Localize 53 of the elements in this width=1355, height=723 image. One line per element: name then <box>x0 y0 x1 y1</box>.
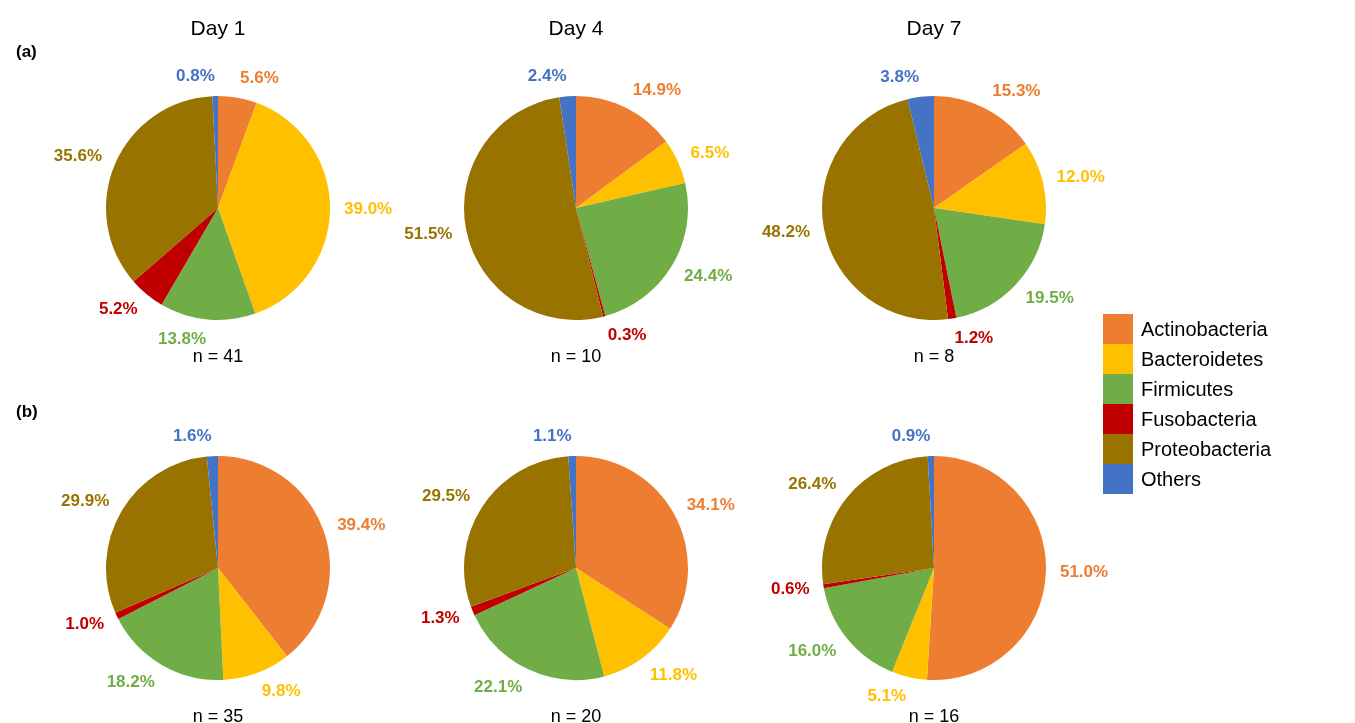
data-label: 51.0% <box>1059 561 1109 581</box>
legend-label: Fusobacteria <box>1141 407 1257 431</box>
data-label: 1.2% <box>954 327 994 347</box>
data-label: 29.9% <box>61 490 110 510</box>
text: n = 41 <box>191 346 245 367</box>
data-label: 0.9% <box>891 425 931 445</box>
text: n = 8 <box>912 346 956 367</box>
data-label: 1.1% <box>532 425 572 445</box>
data-label: 35.6% <box>53 146 103 166</box>
data-label: 1.6% <box>172 425 212 445</box>
data-label: 12.0% <box>1056 167 1105 187</box>
data-label: 5.2% <box>98 299 138 319</box>
data-label: 51.5% <box>404 223 453 243</box>
data-label: 26.4% <box>788 474 837 494</box>
data-label: 39.4% <box>337 514 386 534</box>
text: n = 16 <box>907 706 961 723</box>
chart-title: Day 7 <box>905 16 963 40</box>
data-label: 15.3% <box>992 80 1041 100</box>
data-label: 16.0% <box>788 641 837 661</box>
legend-label: Others <box>1141 467 1202 491</box>
data-label: 5.1% <box>867 686 907 706</box>
data-label: 1.0% <box>65 614 105 634</box>
text: n = 35 <box>191 706 245 723</box>
data-label: 0.6% <box>770 579 810 599</box>
text: (a) <box>16 42 37 62</box>
data-label: 5.6% <box>240 67 279 87</box>
data-label: 11.8% <box>649 664 698 684</box>
data-label: 3.8% <box>880 66 919 86</box>
data-label: 29.5% <box>421 486 471 506</box>
data-label: 2.4% <box>527 66 567 86</box>
text: n = 20 <box>549 706 603 723</box>
data-label: 13.8% <box>157 329 207 349</box>
data-label: 48.2% <box>761 221 811 241</box>
data-label: 0.3% <box>607 325 647 345</box>
data-label: 24.4% <box>684 265 733 285</box>
data-label: 6.5% <box>690 142 730 162</box>
text: (b) <box>16 402 38 422</box>
legend-label: Actinobacteria <box>1141 317 1268 341</box>
legend-label: Proteobacteria <box>1141 437 1272 461</box>
data-label: 18.2% <box>106 671 155 691</box>
data-label: 39.0% <box>344 198 393 218</box>
chart-title: Day 1 <box>189 16 247 40</box>
data-label: 1.3% <box>420 608 460 628</box>
data-label: 14.9% <box>632 79 682 99</box>
data-label: 19.5% <box>1025 288 1074 308</box>
legend-label: Bacteroidetes <box>1141 347 1264 371</box>
data-label: 34.1% <box>686 494 735 514</box>
legend-label: Firmicutes <box>1141 377 1234 401</box>
text: n = 10 <box>549 346 603 367</box>
data-label: 22.1% <box>474 677 523 697</box>
chart-title: Day 4 <box>547 16 605 40</box>
data-label: 0.8% <box>176 65 215 85</box>
data-label: 9.8% <box>261 681 301 701</box>
